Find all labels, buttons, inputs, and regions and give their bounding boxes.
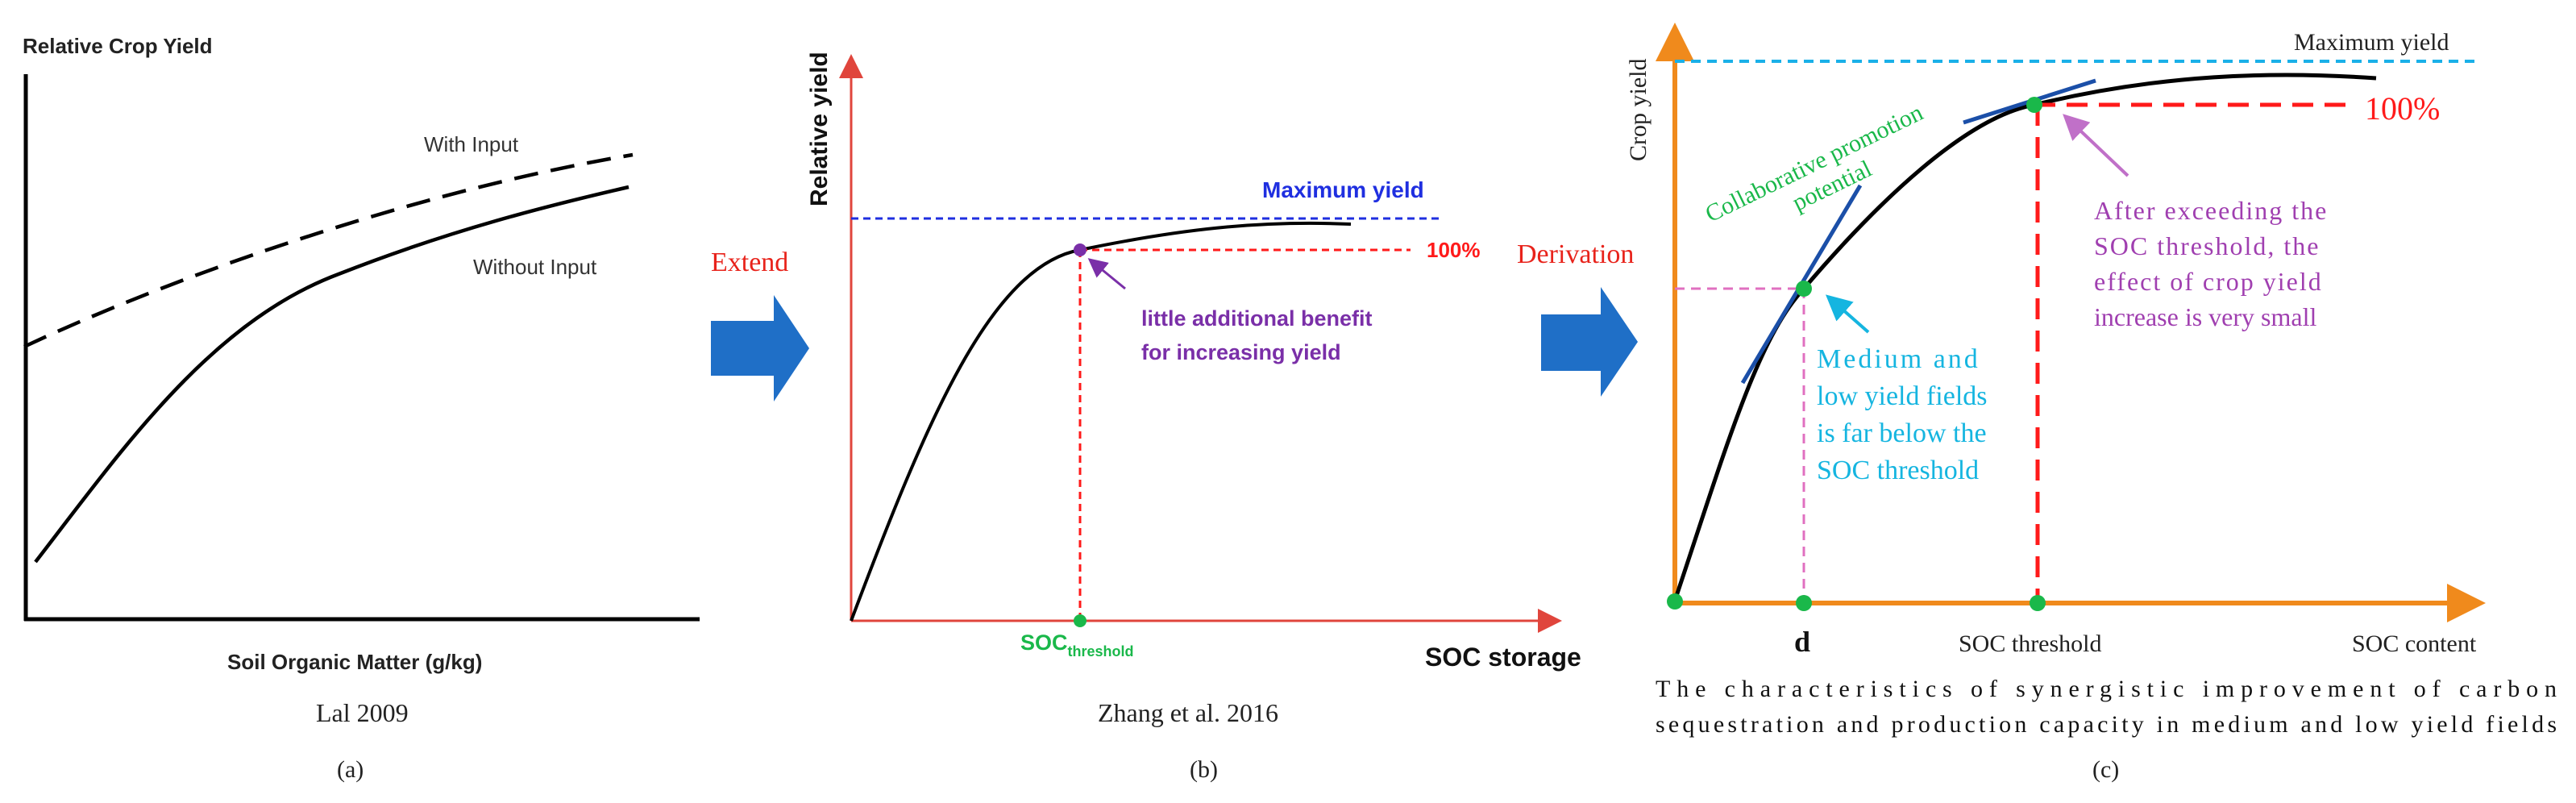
panel-c-left-note-line4: SOC threshold bbox=[1817, 456, 1979, 485]
panel-c-caption-line1: The characteristics of synergistic impro… bbox=[1656, 676, 2557, 702]
panel-c-right-note-line3: effect of crop yield bbox=[2094, 267, 2323, 296]
panel-c-right-note-line2: SOC threshold, the bbox=[2094, 231, 2320, 260]
panel-c-point-origin bbox=[1667, 593, 1683, 610]
panel-c-yield-curve bbox=[1672, 73, 2377, 601]
panel-b-citation: Zhang et al. 2016 bbox=[1098, 698, 1278, 727]
panel-b-annotation-line1: little additional benefit bbox=[1141, 306, 1373, 331]
panel-c-right-note-arrow bbox=[2063, 114, 2129, 177]
panel-c-x-tick-content: SOC content bbox=[2352, 630, 2477, 657]
derivation-arrow bbox=[1541, 287, 1638, 397]
panel-c-caption-line2: sequestration and production capacity in… bbox=[1656, 711, 2557, 738]
panel-c-point-threshold-axis bbox=[2030, 595, 2046, 611]
panel-a-citation: Lal 2009 bbox=[316, 698, 409, 727]
panel-a-y-axis-label: Relative Crop Yield bbox=[23, 34, 213, 58]
panel-c-x-tick-d: d bbox=[1794, 626, 1810, 658]
panel-c-left-note-arrow bbox=[1825, 294, 1870, 334]
panel-b-100-label: 100% bbox=[1427, 238, 1481, 262]
panel-a: Relative Crop Yield With Input Without I… bbox=[23, 34, 700, 783]
panel-c-left-note-line2: low yield fields bbox=[1817, 381, 1988, 411]
label-with-input: With Input bbox=[424, 132, 519, 156]
panel-b-max-yield-label: Maximum yield bbox=[1262, 177, 1424, 202]
panel-c-point-threshold-curve bbox=[2026, 97, 2042, 113]
panel-c-y-axis-label: Crop yield bbox=[1625, 59, 1652, 162]
transition-derivation: Derivation bbox=[1517, 239, 1638, 397]
panel-c-point-d-curve bbox=[1796, 281, 1812, 297]
panel-c-label: (c) bbox=[2092, 756, 2119, 783]
panel-c-100-label: 100% bbox=[2365, 90, 2440, 127]
panel-c-x-tick-threshold: SOC threshold bbox=[1959, 630, 2102, 657]
threshold-main: SOC bbox=[1020, 630, 1068, 655]
threshold-sub: threshold bbox=[1068, 643, 1134, 659]
panel-b-label: (b) bbox=[1190, 756, 1218, 783]
extend-label: Extend bbox=[711, 248, 788, 277]
label-without-input: Without Input bbox=[473, 255, 597, 279]
panel-c-left-note-line3: is far below the bbox=[1817, 418, 1987, 448]
curve-without-input bbox=[34, 185, 629, 564]
panel-c-right-note-line4: increase is very small bbox=[2094, 302, 2316, 331]
derivation-label: Derivation bbox=[1517, 239, 1634, 269]
panel-b: Relative yield Maximum yield 100% little… bbox=[806, 52, 1581, 783]
curve-with-input bbox=[23, 152, 634, 349]
panel-b-y-axis-label: Relative yield bbox=[806, 52, 833, 206]
panel-c-max-yield-label: Maximum yield bbox=[2294, 29, 2449, 56]
panel-b-x-axis-label: SOC storage bbox=[1425, 643, 1581, 672]
panel-a-x-axis-label: Soil Organic Matter (g/kg) bbox=[227, 650, 482, 674]
panel-c-left-note-line1: Medium and bbox=[1817, 344, 1980, 374]
panel-b-threshold-label: SOCthreshold bbox=[1020, 630, 1134, 659]
panel-c-point-d-axis bbox=[1796, 595, 1812, 611]
panel-b-yield-curve bbox=[850, 221, 1352, 622]
transition-extend: Extend bbox=[711, 248, 809, 402]
panel-b-annotation-arrow bbox=[1087, 258, 1126, 290]
panel-c: Crop yield Maximum yield 100% Collaborat… bbox=[1625, 23, 2557, 783]
extend-arrow bbox=[711, 295, 809, 402]
panel-c-right-note-line1: After exceeding the bbox=[2094, 196, 2328, 225]
panel-b-annotation-line2: for increasing yield bbox=[1141, 340, 1341, 364]
panel-a-label: (a) bbox=[337, 756, 364, 783]
panel-b-threshold-point bbox=[1074, 243, 1086, 256]
panel-b-threshold-x-point bbox=[1074, 614, 1086, 627]
